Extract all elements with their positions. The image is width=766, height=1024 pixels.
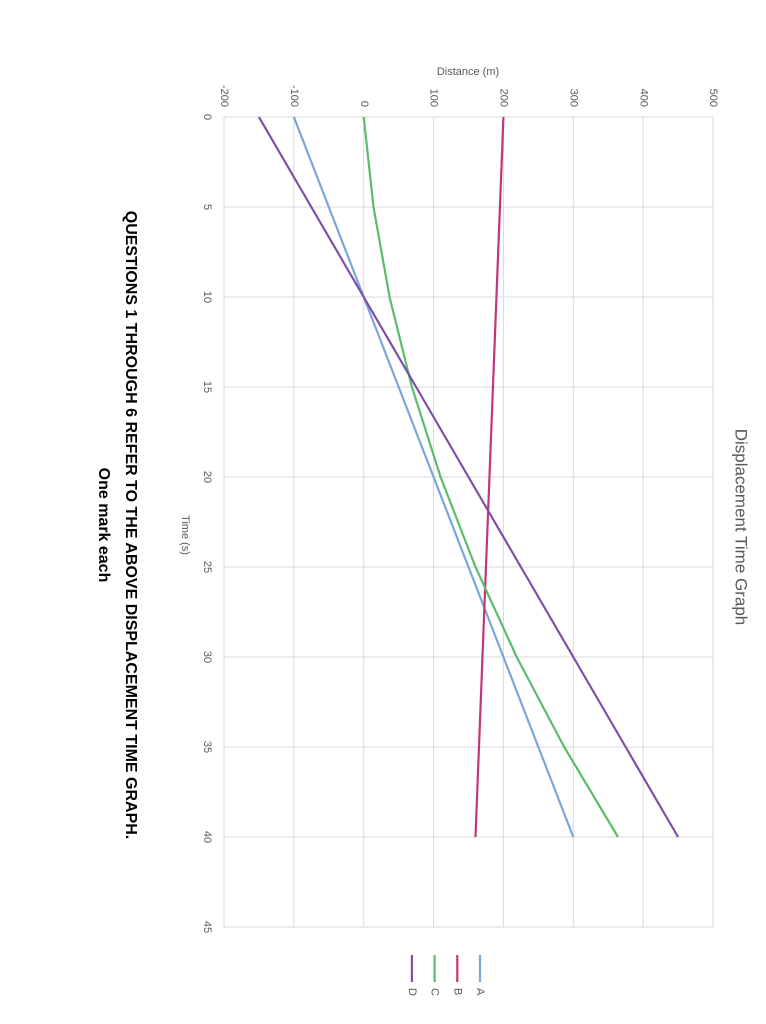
x-tick-label: 25 [201,561,213,573]
x-tick-label: 40 [201,831,213,843]
y-tick-label: 200 [498,89,510,107]
y-tick-label: -100 [288,85,300,107]
legend-label: D [406,988,418,996]
y-tick-label: -200 [218,85,230,107]
y-tick-label: 100 [428,89,440,107]
x-tick-label: 20 [201,471,213,483]
series-line [257,116,680,838]
x-tick-label: 15 [201,381,213,393]
chart-title: Displacement Time Graph [732,429,751,626]
legend-label: C [429,988,441,996]
note-text: One mark each [95,468,112,583]
series-line [474,116,505,838]
x-tick-label: 10 [201,291,213,303]
x-tick-label: 45 [201,921,213,933]
legend-label: A [474,988,486,996]
y-tick-label: 500 [707,89,719,107]
x-tick-label: 5 [201,204,213,210]
y-tick-label: 400 [637,89,649,107]
x-tick-label: 0 [201,114,213,120]
x-axis-title: Time (s) [179,515,191,555]
x-tick-label: 30 [201,651,213,663]
series-line [292,116,575,838]
x-tick-label: 35 [201,741,213,753]
y-tick-label: 300 [567,89,579,107]
y-tick-label: 0 [358,101,370,107]
rotated-chart: Displacement Time Graph Time (s) Distanc… [95,66,751,996]
legend-label: B [451,988,463,995]
question-text: QUESTIONS 1 THROUGH 6 REFER TO THE ABOVE… [122,211,139,840]
y-axis-title: Distance (m) [437,66,499,78]
series-line [362,116,619,838]
